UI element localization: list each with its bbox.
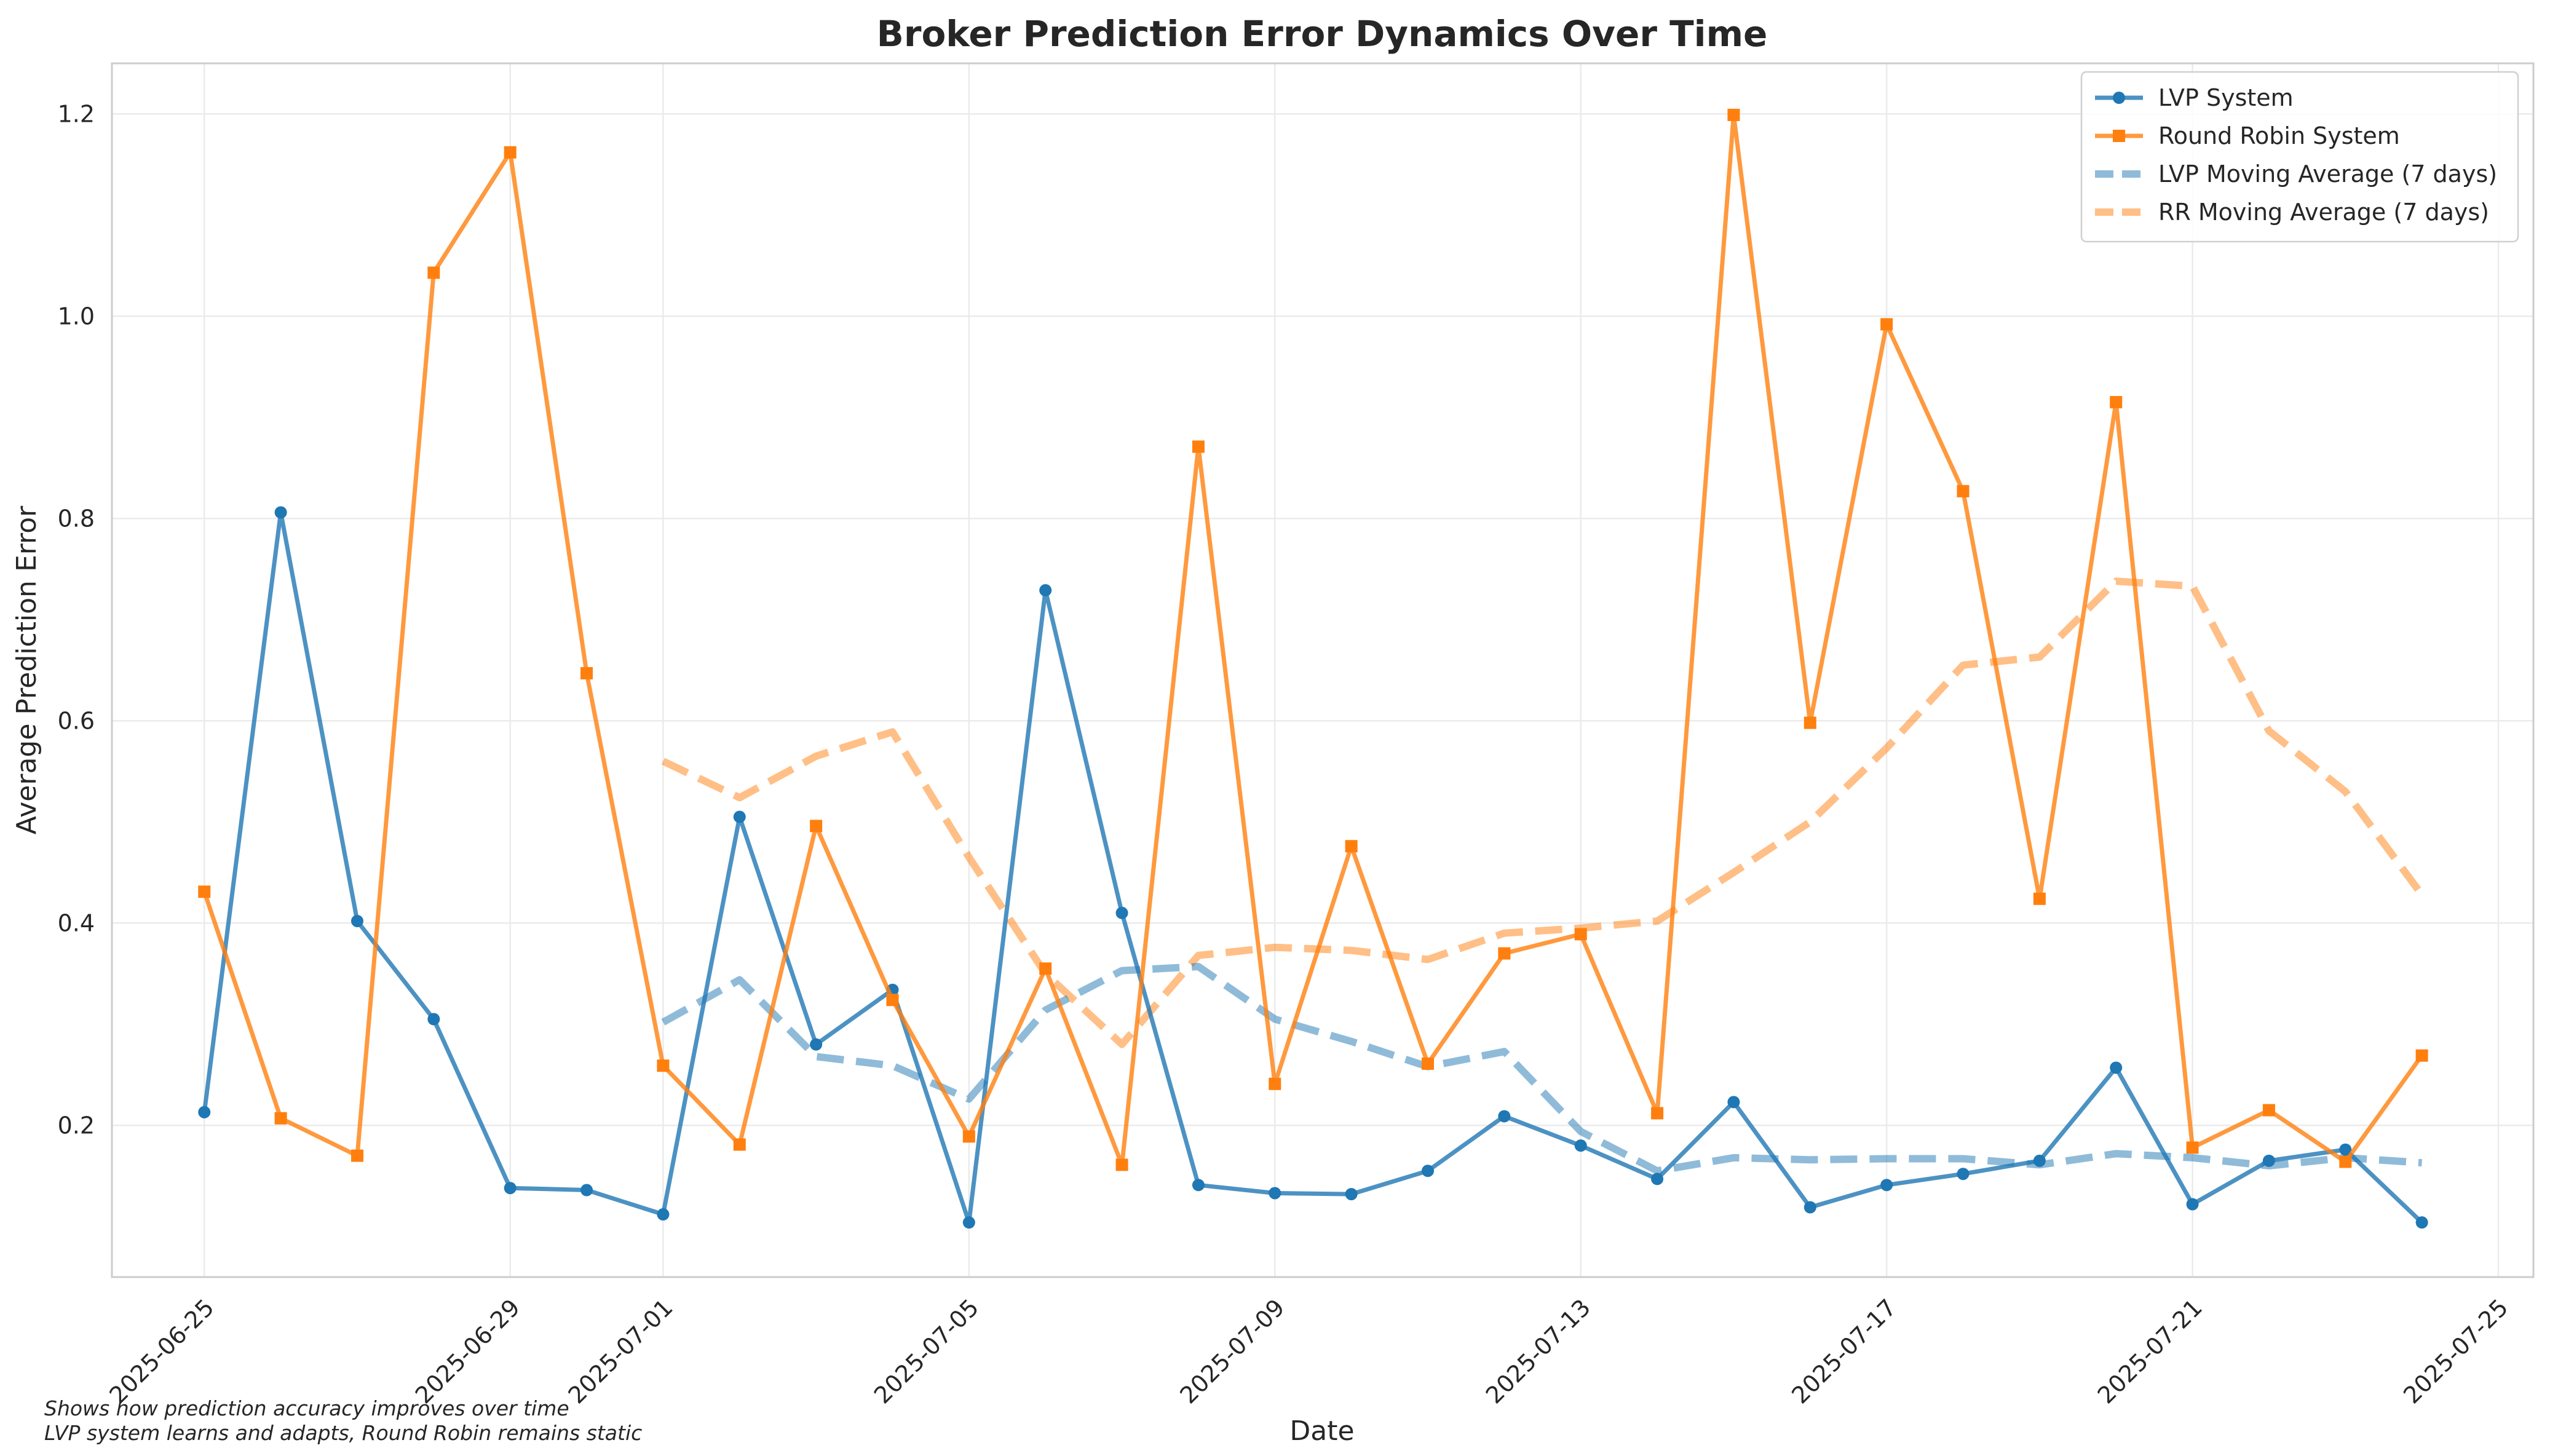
data-point bbox=[504, 146, 517, 159]
chart-title: Broker Prediction Error Dynamics Over Ti… bbox=[877, 13, 1768, 55]
data-point bbox=[1269, 1077, 1281, 1090]
data-point bbox=[962, 1130, 975, 1143]
data-point bbox=[1498, 1110, 1511, 1123]
data-point bbox=[1880, 318, 1893, 331]
data-point bbox=[1345, 840, 1358, 853]
series-round-robin-system bbox=[198, 108, 2428, 1171]
data-point bbox=[2339, 1143, 2352, 1156]
data-point bbox=[2033, 892, 2046, 905]
y-tick-label: 0.6 bbox=[58, 707, 95, 734]
plot-area bbox=[112, 63, 2533, 1277]
data-point bbox=[1192, 1179, 1205, 1192]
data-point bbox=[1880, 1179, 1893, 1192]
data-point bbox=[2110, 1061, 2123, 1074]
legend-box bbox=[2080, 71, 2519, 243]
data-point bbox=[2110, 396, 2123, 409]
y-tick-label: 0.8 bbox=[58, 505, 95, 532]
data-point bbox=[810, 820, 823, 833]
data-point bbox=[2262, 1154, 2275, 1167]
data-point bbox=[1115, 906, 1128, 919]
data-point bbox=[427, 1013, 440, 1026]
data-point bbox=[2415, 1049, 2428, 1062]
data-point bbox=[733, 810, 746, 823]
series-line bbox=[202, 510, 2424, 1225]
y-tick-label: 0.2 bbox=[58, 1112, 95, 1139]
y-tick-label: 0.4 bbox=[58, 909, 95, 936]
data-point bbox=[657, 1059, 670, 1072]
data-point bbox=[1345, 1188, 1358, 1201]
data-point bbox=[1727, 108, 1740, 121]
data-point bbox=[1804, 716, 1816, 729]
data-point bbox=[580, 667, 593, 679]
data-point bbox=[350, 1149, 363, 1162]
data-point bbox=[1421, 1165, 1434, 1177]
data-point bbox=[657, 1208, 670, 1221]
data-point bbox=[886, 994, 899, 1007]
data-point bbox=[504, 1182, 517, 1195]
series-lvp-moving-average-7-days bbox=[661, 963, 2422, 1175]
legend-item: Round Robin System bbox=[2095, 122, 2400, 149]
legend: LVP System Round Robin System LVP Moving A… bbox=[2080, 71, 2519, 243]
data-point bbox=[1651, 1107, 1664, 1120]
legend-label: LVP Moving Average (7 days) bbox=[2158, 160, 2497, 188]
legend-item: LVP System bbox=[2095, 84, 2294, 111]
data-point bbox=[733, 1138, 746, 1151]
data-point bbox=[274, 1112, 287, 1125]
series-line bbox=[202, 113, 2424, 1167]
legend-label: LVP System bbox=[2158, 84, 2294, 111]
series-layer bbox=[198, 108, 2428, 1229]
data-point bbox=[1574, 1139, 1587, 1152]
data-point bbox=[1421, 1057, 1434, 1070]
legend-marker bbox=[2113, 130, 2125, 142]
series-line bbox=[661, 963, 2422, 1175]
data-point bbox=[962, 1216, 975, 1229]
data-point bbox=[1498, 947, 1511, 960]
legend-marker bbox=[2113, 92, 2125, 104]
footnote-line-2: LVP system learns and adapts, Round Robi… bbox=[44, 1421, 642, 1445]
legend-item: LVP Moving Average (7 days) bbox=[2095, 160, 2497, 188]
data-point bbox=[1651, 1173, 1664, 1185]
series-lvp-system bbox=[198, 506, 2428, 1229]
data-point bbox=[2415, 1216, 2428, 1229]
data-point bbox=[1269, 1187, 1281, 1200]
y-tick-label: 1.2 bbox=[58, 100, 95, 127]
data-point bbox=[274, 506, 287, 519]
data-point bbox=[1115, 1158, 1128, 1171]
data-point bbox=[1039, 584, 1052, 597]
data-point bbox=[2262, 1104, 2275, 1117]
legend-item: RR Moving Average (7 days) bbox=[2095, 199, 2489, 226]
data-point bbox=[2033, 1154, 2046, 1167]
data-point bbox=[1574, 928, 1587, 941]
data-point bbox=[1957, 485, 1970, 497]
series-line bbox=[661, 577, 2425, 1048]
data-point bbox=[1804, 1201, 1816, 1214]
legend-label: RR Moving Average (7 days) bbox=[2158, 199, 2489, 226]
y-axis-label: Average Prediction Error bbox=[11, 505, 42, 834]
data-point bbox=[350, 914, 363, 927]
data-point bbox=[2186, 1141, 2199, 1154]
data-point bbox=[198, 885, 211, 898]
plot-frame bbox=[111, 62, 2535, 1278]
legend-label: Round Robin System bbox=[2158, 122, 2400, 149]
data-point bbox=[2186, 1198, 2199, 1211]
y-tick-label: 1.0 bbox=[58, 303, 95, 330]
data-point bbox=[580, 1184, 593, 1197]
data-point bbox=[1192, 440, 1205, 453]
x-axis-label: Date bbox=[1289, 1415, 1354, 1447]
data-point bbox=[2339, 1155, 2352, 1168]
data-point bbox=[1727, 1096, 1740, 1109]
data-point bbox=[810, 1038, 823, 1051]
data-point bbox=[198, 1106, 211, 1118]
data-point bbox=[1039, 962, 1052, 975]
y-axis: 0.2 0.4 0.6 0.8 1.0 1.2 bbox=[58, 100, 95, 1139]
data-point bbox=[1957, 1168, 1970, 1181]
footnote-line-1: Shows how prediction accuracy improves o… bbox=[44, 1396, 569, 1420]
series-rr-moving-average-7-days bbox=[661, 577, 2425, 1048]
data-point bbox=[427, 266, 440, 279]
